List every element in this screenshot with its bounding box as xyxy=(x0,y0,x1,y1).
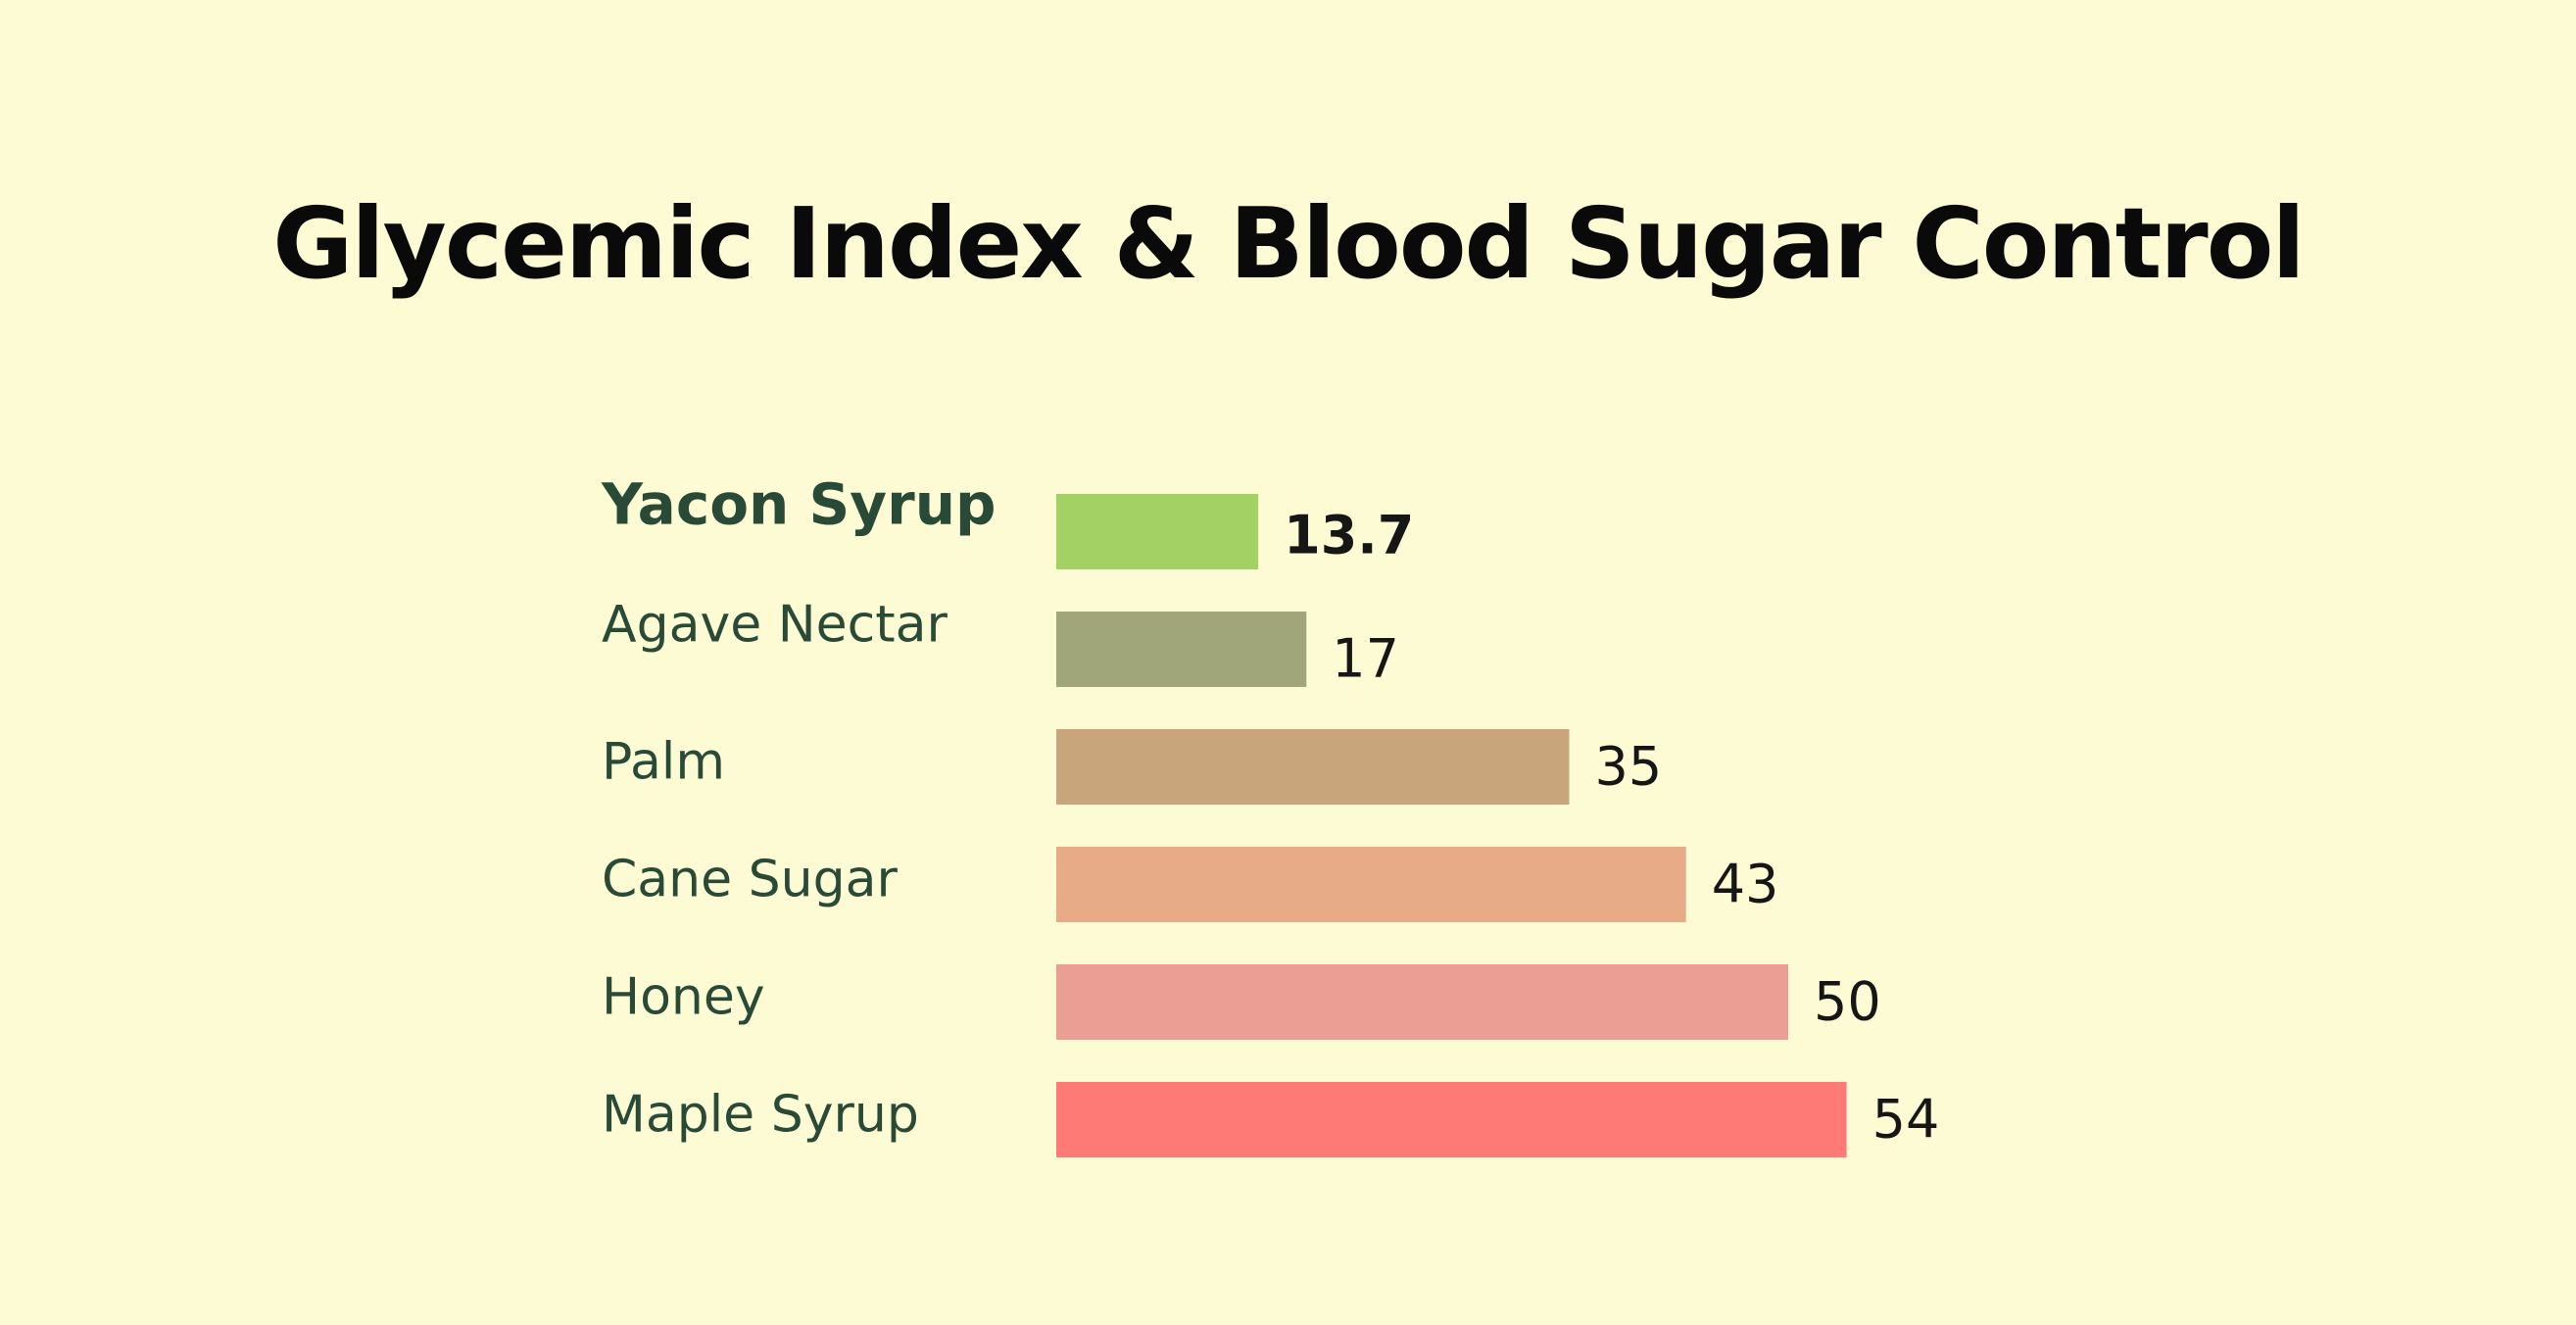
value-label: 54 xyxy=(1872,1089,1940,1151)
category-label: Cane Sugar xyxy=(602,851,898,909)
category-label: Honey xyxy=(602,968,765,1027)
value-label: 50 xyxy=(1814,971,1881,1033)
value-label: 43 xyxy=(1712,854,1779,915)
category-label: Palm xyxy=(602,733,725,792)
bar xyxy=(1056,612,1307,687)
value-label: 13.7 xyxy=(1284,505,1414,566)
category-label: Maple Syrup xyxy=(602,1086,919,1145)
category-label: Agave Nectar xyxy=(602,596,948,655)
value-label: 17 xyxy=(1332,628,1399,690)
bar xyxy=(1056,964,1788,1040)
bar xyxy=(1056,1082,1847,1157)
bar xyxy=(1056,729,1570,805)
value-label: 35 xyxy=(1595,736,1663,798)
chart-title: Glycemic Index & Blood Sugar Control xyxy=(272,186,2305,301)
category-label: Yacon Syrup xyxy=(601,471,996,538)
bar xyxy=(1056,847,1686,922)
bar xyxy=(1056,494,1259,569)
